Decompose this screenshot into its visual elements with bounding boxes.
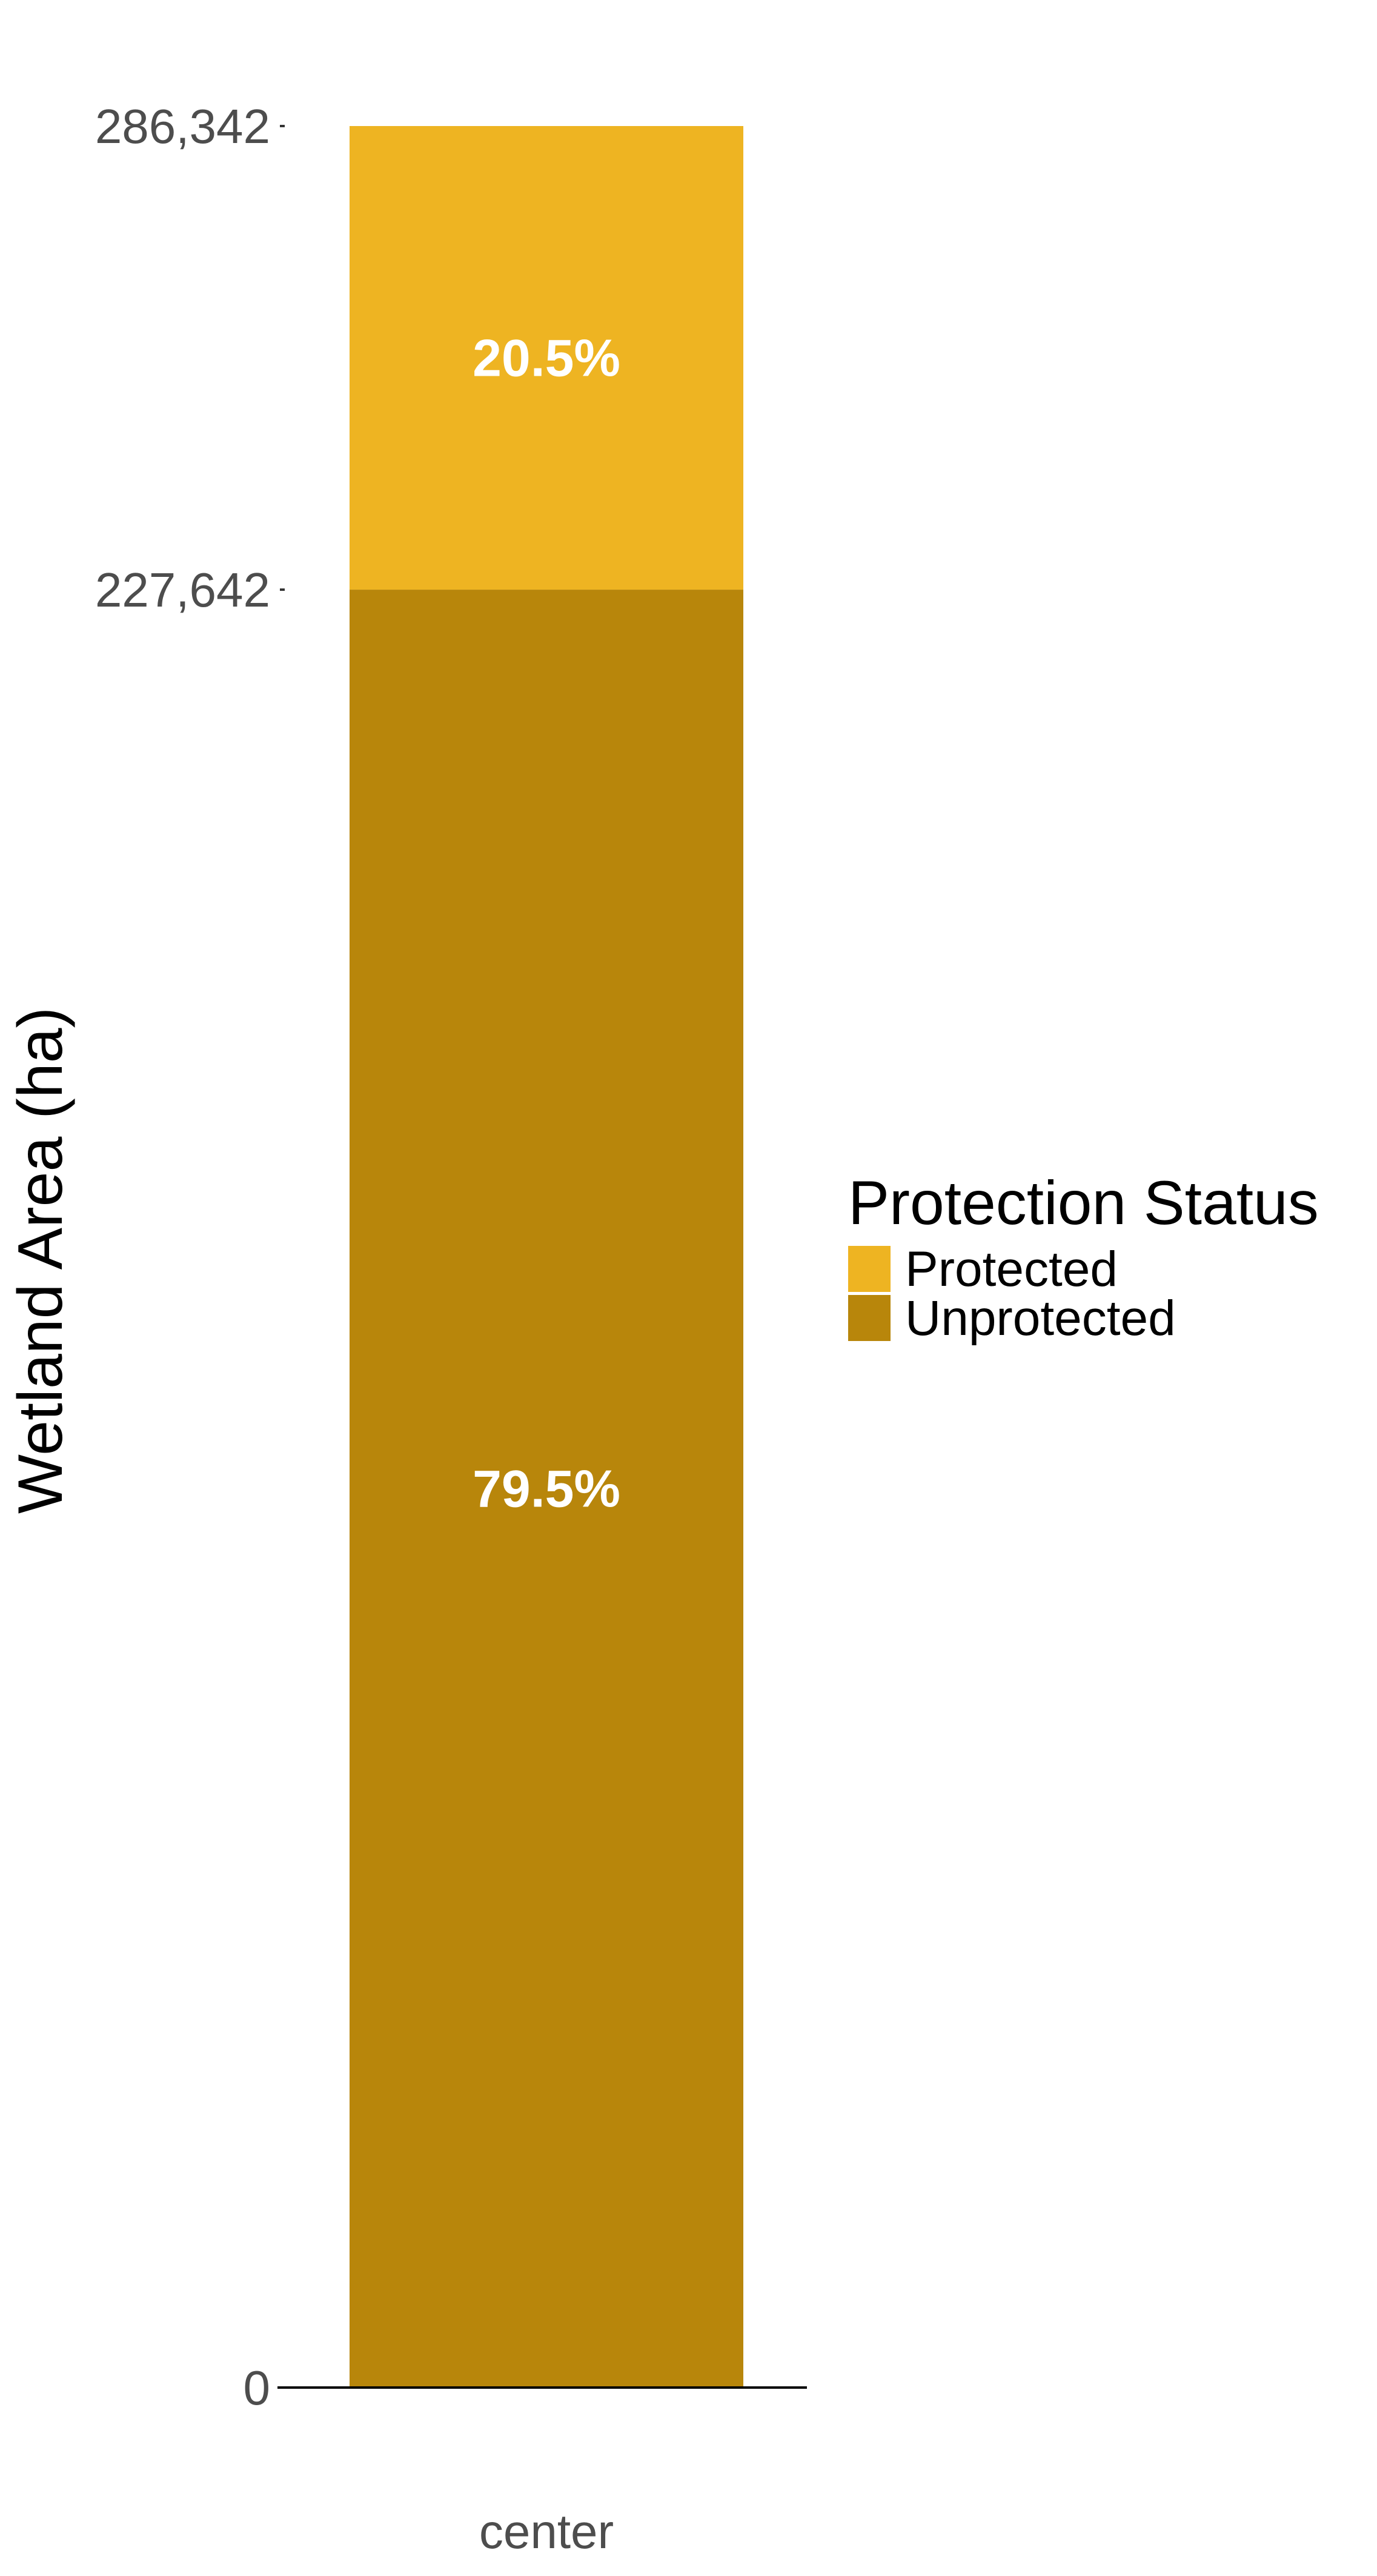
x-axis-ticks: center xyxy=(479,2504,614,2558)
legend-label-unprotected: Unprotected xyxy=(905,1291,1176,1346)
bar-segments xyxy=(350,126,743,2388)
x-tick-label: center xyxy=(479,2504,614,2558)
bar-segment-unprotected xyxy=(350,590,743,2388)
bar-segment-protected xyxy=(350,126,743,590)
y-tick-label: 286,342 xyxy=(95,99,270,153)
legend-label-protected: Protected xyxy=(905,1242,1118,1297)
segment-labels: 79.5% 20.5% xyxy=(473,330,620,1519)
y-tick-label: 227,642 xyxy=(95,563,270,617)
segment-label-unprotected: 79.5% xyxy=(473,1460,620,1519)
y-tick-label: 0 xyxy=(244,2361,271,2415)
y-axis-ticks: 0 227,642 286,342 xyxy=(95,99,285,2415)
legend-title: Protection Status xyxy=(848,1168,1319,1237)
y-axis-title: Wetland Area (ha) xyxy=(5,1007,76,1514)
segment-label-protected: 20.5% xyxy=(473,330,620,388)
legend-swatch-unprotected xyxy=(848,1295,891,1341)
legend-swatch-protected xyxy=(848,1246,891,1292)
plot-area: 79.5% 20.5% 0 227,642 286,342 center xyxy=(95,99,807,2558)
